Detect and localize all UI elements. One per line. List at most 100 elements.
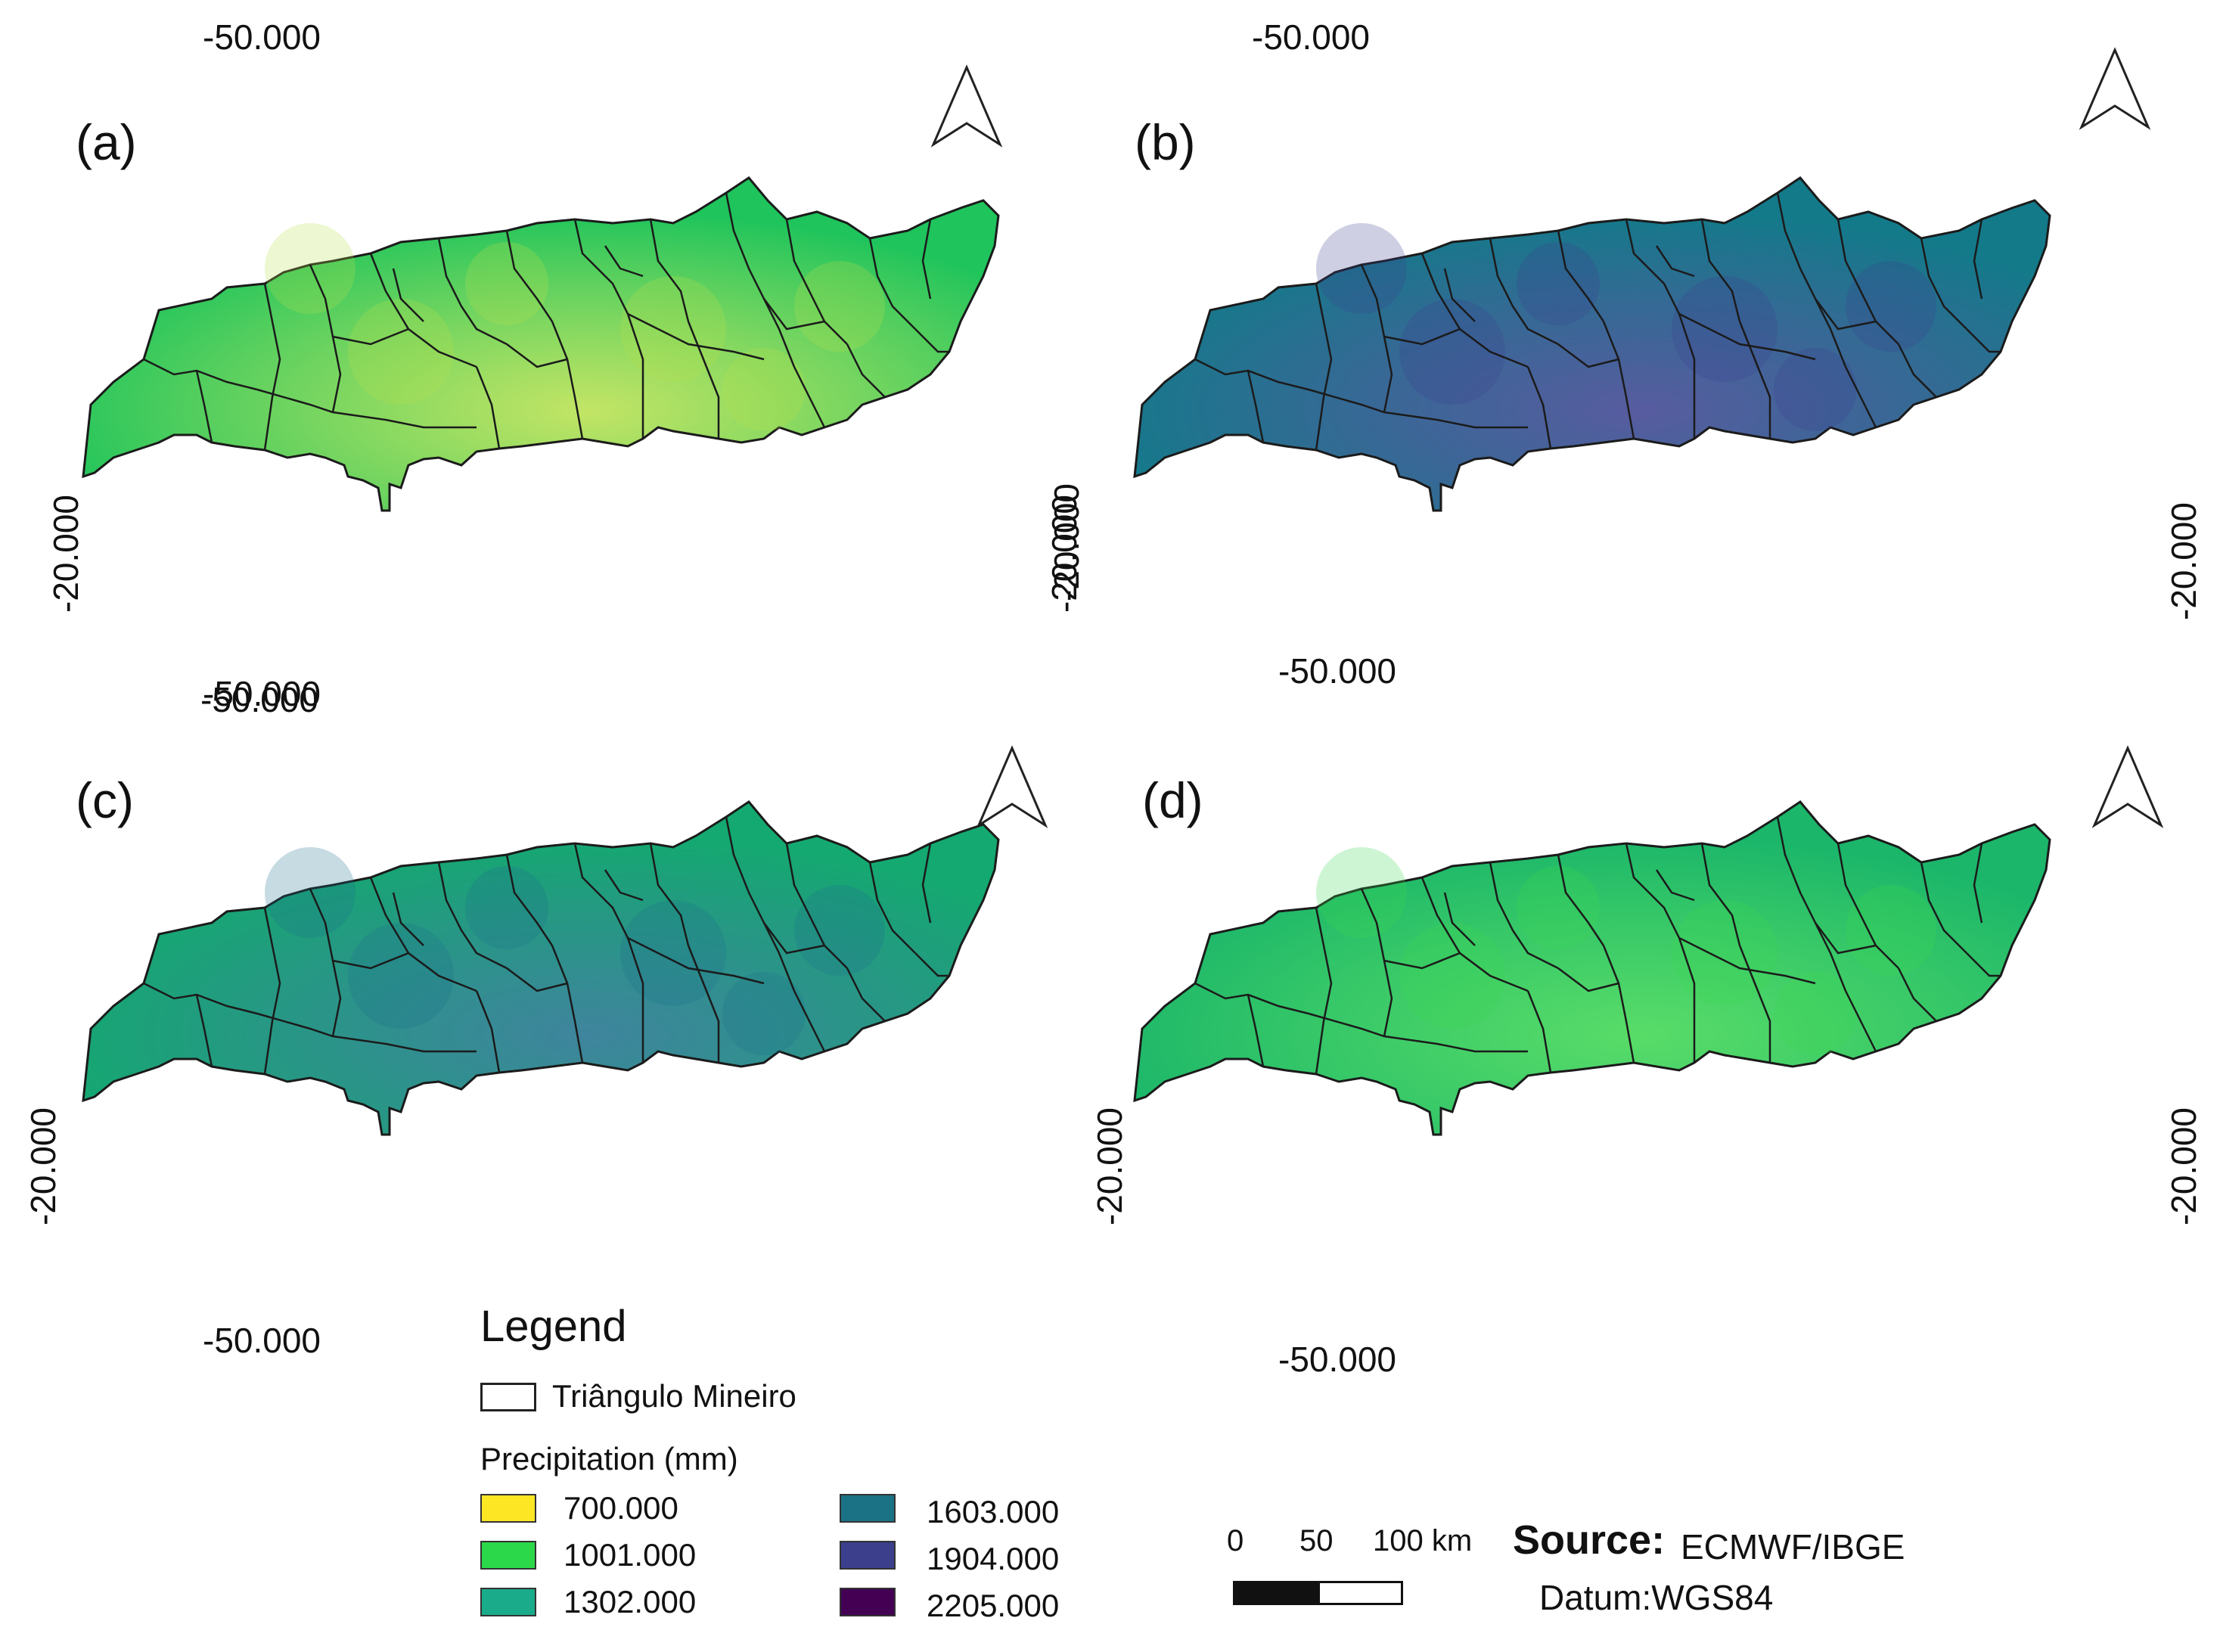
- municipal-boundary: [1526, 990, 1552, 1073]
- scale-tick-100: 100 km: [1373, 1524, 1473, 1557]
- municipal-boundary: [1489, 238, 1559, 346]
- municipal-boundary: [846, 967, 886, 1022]
- legend-swatch: [840, 1494, 896, 1523]
- municipal-boundary: [1815, 922, 1877, 955]
- precipitation-blob: [722, 972, 806, 1055]
- municipal-boundary: [725, 192, 796, 368]
- municipal-boundary: [475, 366, 501, 449]
- legend-class-label: 1001.000: [564, 1537, 697, 1573]
- triangulo-mineiro-region: [1133, 800, 2051, 1136]
- municipal-boundary: [921, 219, 932, 300]
- municipal-boundary: [914, 328, 949, 353]
- panel-label: (b): [1135, 114, 1196, 170]
- municipal-boundary: [1557, 967, 1619, 992]
- municipal-boundary: [1844, 366, 1877, 428]
- municipal-boundary: [604, 245, 644, 278]
- precipitation-blob: [1399, 923, 1505, 1029]
- coord-left-label: -20.000: [1090, 1107, 1129, 1225]
- precipitation-blob: [348, 299, 454, 405]
- precipitation-map: [1133, 800, 2051, 1136]
- municipal-boundary: [1738, 321, 1771, 439]
- precipitation-blob: [794, 885, 885, 976]
- municipal-boundary: [1308, 388, 1528, 429]
- precipitation-blob: [1846, 261, 1936, 352]
- legend-swatch: [480, 1588, 536, 1616]
- municipal-boundary: [573, 843, 659, 955]
- legend-class-label: 700.000: [564, 1490, 678, 1526]
- precipitation-blob: [1774, 972, 1857, 1055]
- panel-label: (a): [76, 114, 137, 170]
- municipal-boundary: [1709, 952, 1816, 985]
- scale-tick-50: 50: [1299, 1524, 1334, 1557]
- coord-bottom-label: -50.000: [203, 1321, 321, 1360]
- precipitation-blob: [1517, 866, 1600, 949]
- legend-swatch: [840, 1541, 896, 1570]
- municipal-boundary: [846, 343, 886, 398]
- municipal-boundary: [1443, 268, 1476, 322]
- municipal-boundary: [1776, 816, 1847, 992]
- municipal-boundary: [1776, 192, 1847, 368]
- municipal-boundary: [914, 952, 949, 977]
- source-label: Source:: [1513, 1517, 1666, 1563]
- municipal-boundary: [1700, 219, 1741, 322]
- precipitation-blob: [465, 866, 548, 949]
- municipal-boundary: [1837, 219, 1899, 345]
- scale-tick-0: 0: [1227, 1524, 1244, 1557]
- municipal-boundary: [1966, 328, 2001, 353]
- municipal-boundary: [256, 1012, 477, 1053]
- municipal-boundary: [1700, 843, 1741, 946]
- panel-label: (c): [76, 772, 134, 828]
- legend-swatch: [840, 1588, 896, 1616]
- triangulo-mineiro-region: [82, 176, 1000, 512]
- scale-bar-graphic: [1233, 1581, 1403, 1605]
- precipitation-blob: [265, 847, 356, 938]
- municipal-boundary: [604, 869, 644, 902]
- municipal-boundary: [1315, 907, 1333, 1075]
- municipal-boundary: [785, 219, 848, 345]
- legend-class-label: 2205.000: [927, 1588, 1060, 1623]
- municipal-boundary: [1897, 343, 1937, 398]
- north-arrow-icon: [976, 745, 1048, 828]
- legend-swatch: [480, 1494, 536, 1523]
- municipal-boundary: [1966, 952, 2001, 977]
- precipitation-blob: [465, 242, 548, 325]
- municipal-boundary: [1655, 245, 1695, 278]
- municipal-boundary: [687, 321, 720, 439]
- municipal-boundary: [551, 321, 584, 439]
- municipal-boundary: [657, 328, 765, 361]
- municipal-boundary: [1489, 862, 1559, 970]
- precipitation-blob: [722, 348, 806, 431]
- municipal-boundary: [1247, 994, 1265, 1067]
- panel-label: (d): [1142, 772, 1203, 828]
- municipal-boundary: [1655, 869, 1695, 902]
- municipal-boundary: [1973, 219, 1983, 300]
- municipal-boundary: [332, 952, 409, 970]
- municipal-boundary: [1383, 952, 1461, 970]
- municipal-boundary: [1973, 843, 1983, 924]
- coord-right-label: -20.000: [2164, 1107, 2203, 1225]
- municipal-boundary: [332, 328, 409, 346]
- coord-right-label: -20.000: [2164, 502, 2203, 620]
- municipal-boundary: [506, 343, 568, 368]
- municipal-boundary: [263, 283, 281, 451]
- triangulo-mineiro-region: [1133, 176, 2051, 512]
- precipitation-blob: [1316, 223, 1407, 314]
- precipitation-blob: [1672, 276, 1778, 382]
- municipal-boundary: [1308, 1012, 1528, 1053]
- municipal-boundary: [1557, 854, 1605, 946]
- municipal-boundary: [505, 230, 554, 322]
- triangulo-mineiro-region: [82, 800, 1000, 1136]
- municipal-boundary: [868, 238, 916, 330]
- municipal-boundary: [1837, 843, 1899, 969]
- precipitation-blob: [1316, 847, 1407, 938]
- municipal-boundary: [649, 219, 690, 322]
- municipal-boundary: [868, 862, 916, 954]
- municipal-boundary: [1602, 945, 1635, 1064]
- legend-class-label: 1904.000: [927, 1541, 1060, 1576]
- precipitation-blob: [620, 276, 726, 382]
- outline-label: Triângulo Mineiro: [552, 1378, 796, 1414]
- municipal-boundary: [263, 907, 281, 1075]
- municipal-boundary: [1738, 945, 1771, 1063]
- municipal-boundary: [763, 298, 825, 331]
- north-arrow-icon: [2079, 47, 2151, 130]
